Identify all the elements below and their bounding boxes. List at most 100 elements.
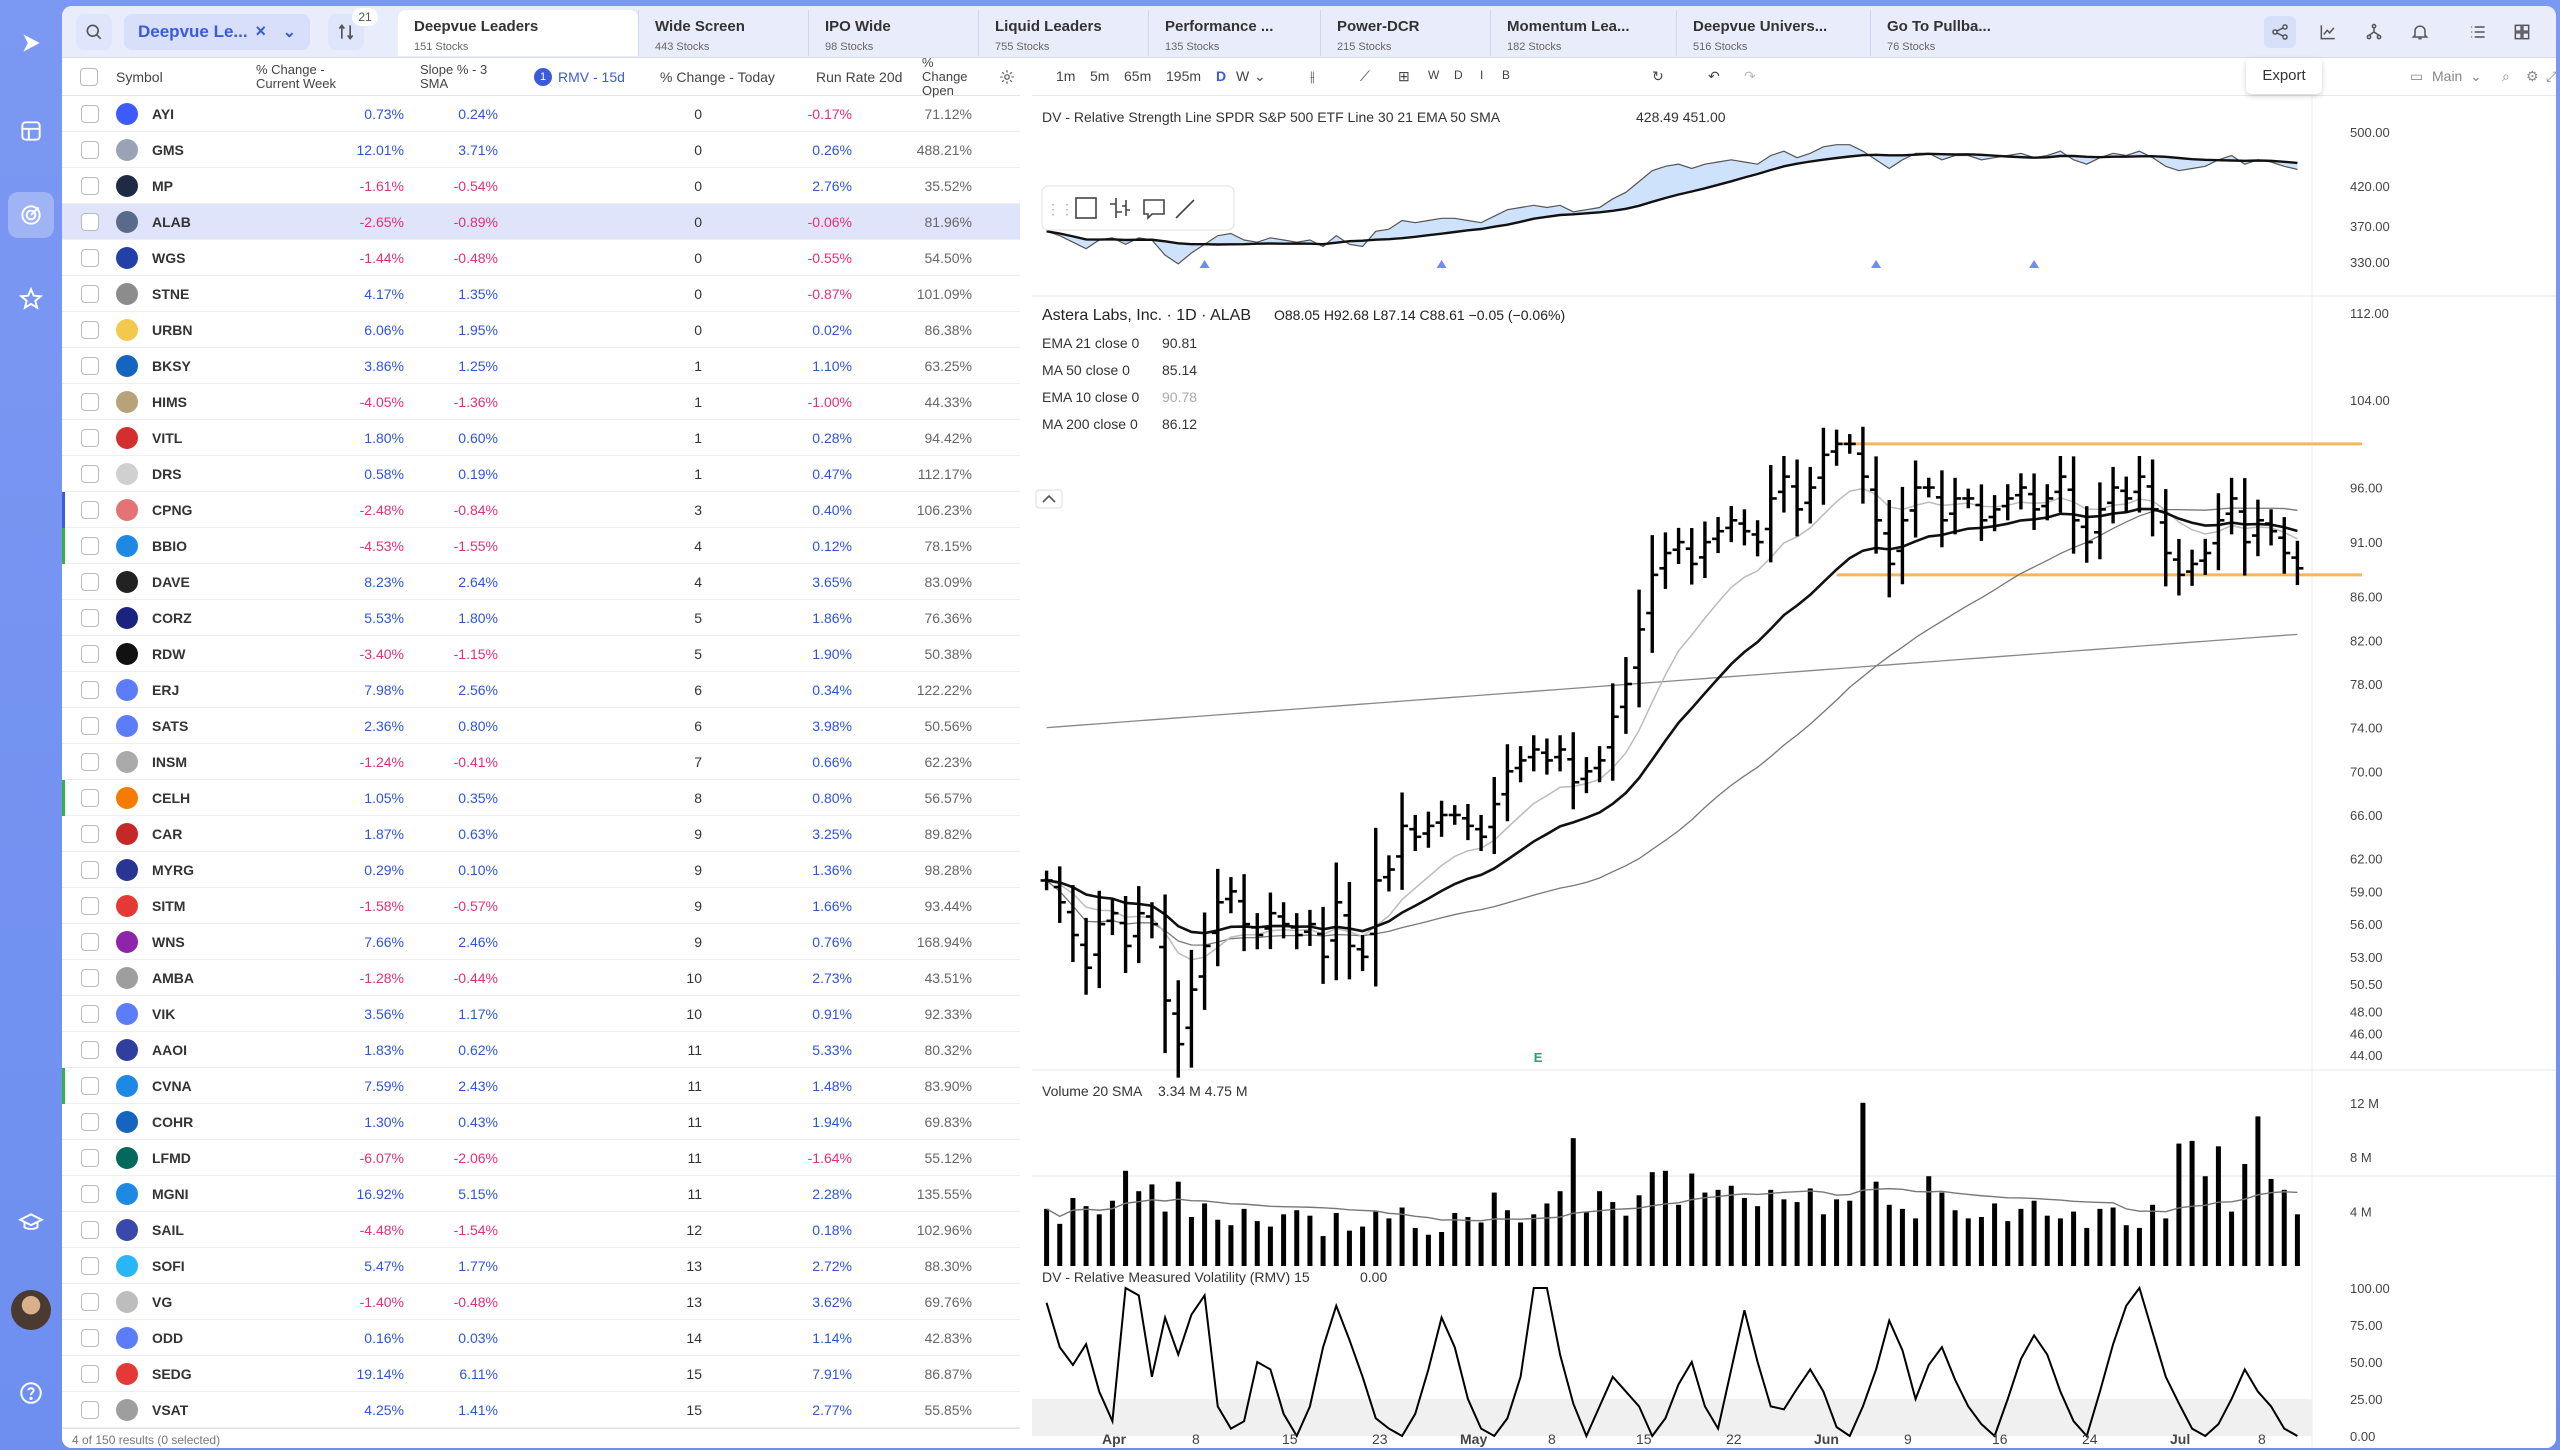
table-row[interactable]: WNS 7.66% 2.46% 9 0.76% 168.94% [62, 924, 1020, 960]
layout-chevron-icon[interactable]: ⌄ [2470, 68, 2482, 84]
row-checkbox[interactable] [81, 789, 99, 807]
table-row[interactable]: DAVE 8.23% 2.64% 4 3.65% 83.09% [62, 564, 1020, 600]
interval-195m[interactable]: 195m [1166, 68, 1202, 84]
table-row[interactable]: CVNA 7.59% 2.43% 11 1.48% 83.90% [62, 1068, 1020, 1104]
row-checkbox[interactable] [81, 1077, 99, 1095]
row-symbol[interactable]: SOFI [152, 1258, 185, 1274]
row-symbol[interactable]: VITL [152, 430, 183, 446]
watchlist-star-icon[interactable] [8, 276, 54, 322]
row-checkbox[interactable] [81, 969, 99, 987]
table-row[interactable]: BBIO -4.53% -1.55% 4 0.12% 78.15% [62, 528, 1020, 564]
table-row[interactable]: VIK 3.56% 1.17% 10 0.91% 92.33% [62, 996, 1020, 1032]
row-checkbox[interactable] [81, 321, 99, 339]
header-pct-week[interactable]: % Change - Current Week [256, 62, 336, 91]
row-checkbox[interactable] [81, 1005, 99, 1023]
table-row[interactable]: SOFI 5.47% 1.77% 13 2.72% 88.30% [62, 1248, 1020, 1284]
export-button[interactable] [2264, 16, 2296, 48]
table-row[interactable]: SEDG 19.14% 6.11% 15 7.91% 86.87% [62, 1356, 1020, 1392]
row-symbol[interactable]: STNE [152, 286, 190, 302]
clear-icon[interactable]: × [255, 21, 266, 41]
row-symbol[interactable]: AMBA [152, 970, 194, 986]
table-row[interactable]: AYI 0.73% 0.24% 0 -0.17% 71.12% [62, 96, 1020, 132]
row-symbol[interactable]: URBN [152, 322, 193, 338]
row-checkbox[interactable] [81, 1185, 99, 1203]
row-checkbox[interactable] [81, 1329, 99, 1347]
table-row[interactable]: AAOI 1.83% 0.62% 11 5.33% 80.32% [62, 1032, 1020, 1068]
row-checkbox[interactable] [81, 897, 99, 915]
row-symbol[interactable]: GMS [152, 142, 184, 158]
row-symbol[interactable]: DRS [152, 466, 182, 482]
table-row[interactable]: ERJ 7.98% 2.56% 6 0.34% 122.22% [62, 672, 1020, 708]
chart-settings-icon[interactable]: ⚙ [2526, 68, 2539, 84]
row-symbol[interactable]: CAR [152, 826, 183, 842]
grid-view-button[interactable] [2506, 16, 2538, 48]
row-symbol[interactable]: BBIO [152, 538, 187, 554]
row-checkbox[interactable] [81, 501, 99, 519]
header-rmv[interactable]: RMV - 15d [558, 69, 625, 85]
fullscreen-icon[interactable]: ⤢ [2546, 68, 2556, 84]
header-run-rate[interactable]: Run Rate 20d [816, 69, 903, 85]
interval-chevron-icon[interactable]: ⌄ [1254, 68, 1266, 84]
chart-collapse-icon[interactable] [1035, 489, 1063, 509]
tab-power-dcr[interactable]: Power-DCR 215 Stocks [1320, 10, 1490, 56]
row-checkbox[interactable] [81, 645, 99, 663]
tab-deepvue-leaders[interactable]: Deepvue Leaders 151 Stocks [398, 10, 638, 56]
row-symbol[interactable]: ALAB [152, 214, 191, 230]
row-symbol[interactable]: VIK [152, 1006, 176, 1022]
tab-liquid-leaders[interactable]: Liquid Leaders 755 Stocks [978, 10, 1148, 56]
table-row[interactable]: DRS 0.58% 0.19% 1 0.47% 112.17% [62, 456, 1020, 492]
list-view-button[interactable] [2462, 16, 2494, 48]
layouts-icon[interactable]: ⊞ [1398, 68, 1410, 84]
row-symbol[interactable]: CPNG [152, 502, 193, 518]
row-checkbox[interactable] [81, 141, 99, 159]
row-symbol[interactable]: VSAT [152, 1402, 189, 1418]
row-symbol[interactable]: MGNI [152, 1186, 189, 1202]
table-row[interactable]: SATS 2.36% 0.80% 6 3.98% 50.56% [62, 708, 1020, 744]
chart-type-button[interactable] [2312, 16, 2344, 48]
table-row[interactable]: COHR 1.30% 0.43% 11 1.94% 69.83% [62, 1104, 1020, 1140]
row-checkbox[interactable] [81, 609, 99, 627]
row-checkbox[interactable] [81, 393, 99, 411]
row-checkbox[interactable] [81, 1149, 99, 1167]
refresh-icon[interactable]: ↻ [1652, 68, 1664, 84]
table-row[interactable]: CELH 1.05% 0.35% 8 0.80% 56.57% [62, 780, 1020, 816]
row-symbol[interactable]: CORZ [152, 610, 192, 626]
table-row[interactable]: LFMD -6.07% -2.06% 11 -1.64% 55.12% [62, 1140, 1020, 1176]
row-symbol[interactable]: SITM [152, 898, 186, 914]
redo-icon[interactable]: ↷ [1744, 68, 1756, 84]
table-row[interactable]: AMBA -1.28% -0.44% 10 2.73% 43.51% [62, 960, 1020, 996]
table-row[interactable]: STNE 4.17% 1.35% 0 -0.87% 101.09% [62, 276, 1020, 312]
table-row[interactable]: URBN 6.06% 1.95% 0 0.02% 86.38% [62, 312, 1020, 348]
table-row[interactable]: BKSY 3.86% 1.25% 1 1.10% 63.25% [62, 348, 1020, 384]
row-symbol[interactable]: ODD [152, 1330, 184, 1346]
table-row[interactable]: CPNG -2.48% -0.84% 3 0.40% 106.23% [62, 492, 1020, 528]
tab-ipo-wide[interactable]: IPO Wide 98 Stocks [808, 10, 978, 56]
dashboard-icon[interactable] [8, 108, 54, 154]
screener-radar-icon[interactable] [8, 192, 54, 238]
column-settings-icon[interactable] [998, 58, 1016, 96]
table-row[interactable]: CAR 1.87% 0.63% 9 3.25% 89.82% [62, 816, 1020, 852]
drawing-tools[interactable]: ⋮⋮ [1041, 185, 1235, 231]
layout-name[interactable]: Main [2432, 68, 2463, 84]
search-button[interactable] [76, 14, 112, 50]
mode-b[interactable]: B [1502, 68, 1511, 82]
layout-folder-icon[interactable]: ▭ [2410, 68, 2424, 84]
mode-w[interactable]: W [1428, 68, 1440, 82]
row-checkbox[interactable] [81, 681, 99, 699]
table-row[interactable]: INSM -1.24% -0.41% 7 0.66% 62.23% [62, 744, 1020, 780]
table-row[interactable]: HIMS -4.05% -1.36% 1 -1.00% 44.33% [62, 384, 1020, 420]
mode-d[interactable]: D [1454, 68, 1463, 82]
row-symbol[interactable]: WNS [152, 934, 185, 950]
logo-play-icon[interactable] [8, 20, 54, 66]
table-row[interactable]: SITM -1.58% -0.57% 9 1.66% 93.44% [62, 888, 1020, 924]
select-all-checkbox[interactable] [80, 68, 98, 86]
row-symbol[interactable]: SATS [152, 718, 189, 734]
price-chart[interactable]: DV - Relative Strength Line SPDR S&P 500… [1032, 96, 2556, 1448]
row-checkbox[interactable] [81, 177, 99, 195]
watchlist-select[interactable]: Deepvue Le... × ⌄ [124, 14, 310, 50]
compare-icon[interactable]: ⟋ [1360, 68, 1370, 84]
row-symbol[interactable]: DAVE [152, 574, 190, 590]
row-checkbox[interactable] [81, 429, 99, 447]
network-button[interactable] [2358, 16, 2390, 48]
row-checkbox[interactable] [81, 1113, 99, 1131]
